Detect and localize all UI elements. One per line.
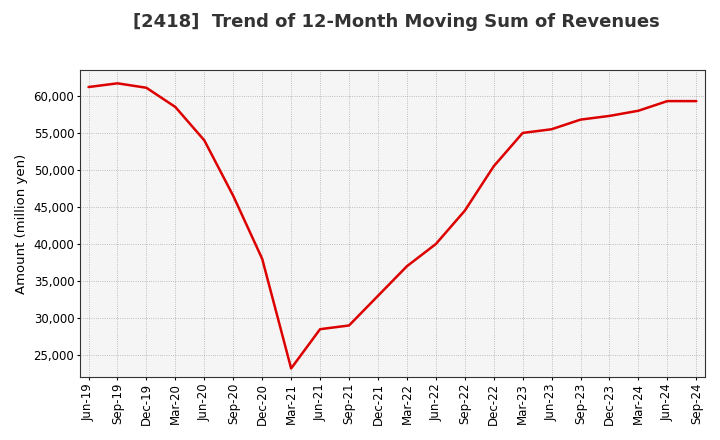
Y-axis label: Amount (million yen): Amount (million yen)	[15, 154, 28, 294]
Text: [2418]  Trend of 12-Month Moving Sum of Revenues: [2418] Trend of 12-Month Moving Sum of R…	[132, 13, 660, 31]
